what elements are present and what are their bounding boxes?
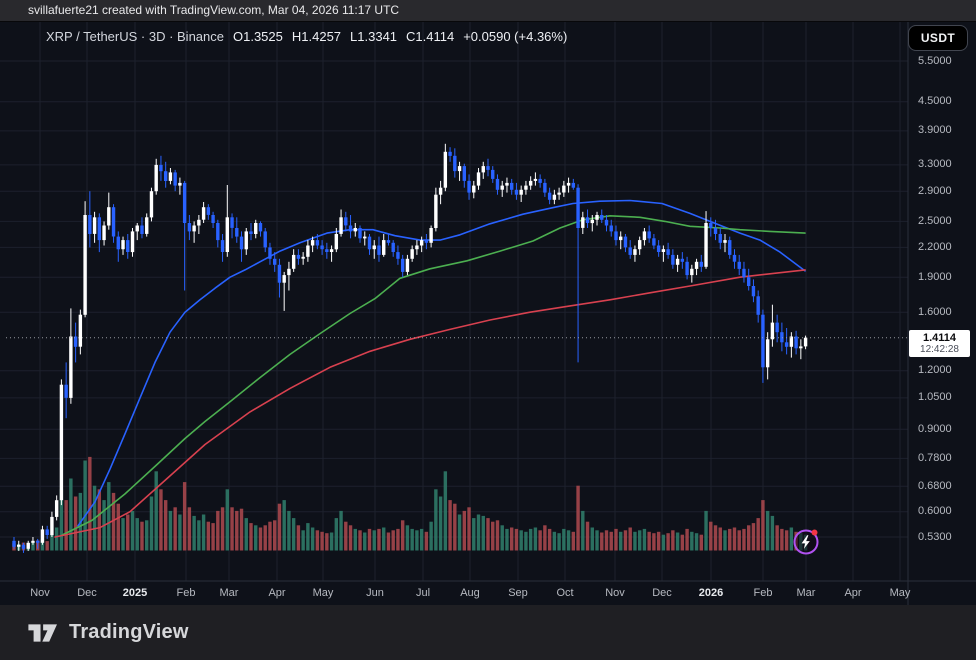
price-axis-tick: 0.5300 [918,530,952,543]
tradingview-wordmark[interactable]: TradingView [69,621,189,643]
time-axis-tick: Nov [30,587,50,599]
ohlc-open: O1.3525 [233,29,283,44]
price-axis-tick: 1.2000 [918,364,952,377]
time-axis-tick: Sep [508,587,528,599]
time-axis-tick: Nov [605,587,625,599]
ohlc-close: C1.4114 [406,29,455,44]
time-axis-tick: 2025 [122,587,148,599]
time-axis-tick: May [312,587,334,599]
price-axis-tick: 3.9000 [918,124,952,137]
price-axis-tick: 0.7800 [918,451,952,464]
last-price-label: 1.4114 12:42:28 [909,329,970,357]
attribution-bar: svillafuerte21 created with TradingView.… [0,0,976,21]
currency-toggle-button[interactable]: USDT [908,25,968,51]
price-axis-tick: 1.9000 [918,270,952,283]
chart-panel: XRP / TetherUS · 3D · Binance O1.3525 H1… [0,21,976,606]
price-axis-tick: 0.9000 [918,422,952,435]
chart-legend: XRP / TetherUS · 3D · Binance O1.3525 H1… [46,29,567,44]
ohlc-change: +0.0590 (+4.36%) [463,29,568,44]
symbol-title[interactable]: XRP / TetherUS · 3D · Binance [46,29,224,44]
time-axis-tick: Jul [415,587,431,599]
price-axis-tick: 3.3000 [918,158,952,171]
last-price-value: 1.4114 [922,331,957,344]
time-axis-tick: Feb [176,587,196,599]
tradingview-logo-icon[interactable] [28,620,60,646]
bar-countdown: 12:42:28 [920,343,959,355]
candlestick-chart[interactable] [0,22,976,605]
attribution-text: svillafuerte21 created with TradingView.… [28,3,400,17]
time-axis-tick: Dec [652,587,672,599]
time-axis-tick: Dec [77,587,97,599]
time-axis-tick: Apr [844,587,862,599]
time-axis-tick: 2026 [698,587,724,599]
ohlc-high: H1.4257 [291,29,342,44]
time-axis-tick: Feb [753,587,773,599]
price-axis-tick: 2.2000 [918,240,952,253]
price-axis-tick: 5.5000 [918,54,952,67]
price-axis-tick: 1.6000 [918,305,952,318]
time-axis-tick: Mar [219,587,239,599]
time-axis-tick: Apr [268,587,286,599]
price-axis-tick: 4.5000 [918,95,952,108]
time-axis-tick: Aug [460,587,480,599]
price-axis-tick: 0.6800 [918,479,952,492]
footer: TradingView [0,605,976,660]
boost-lightning-icon[interactable] [792,527,821,556]
ohlc-low: L1.3341 [350,29,398,44]
time-axis-tick: May [889,587,911,599]
price-axis-tick: 0.6000 [918,505,952,518]
price-axis-tick: 2.5000 [918,214,952,227]
time-axis-tick: Oct [556,587,574,599]
price-axis-tick: 1.0500 [918,391,952,404]
time-axis-tick: Jun [366,587,384,599]
price-axis-tick: 2.9000 [918,184,952,197]
time-axis-tick: Mar [796,587,816,599]
